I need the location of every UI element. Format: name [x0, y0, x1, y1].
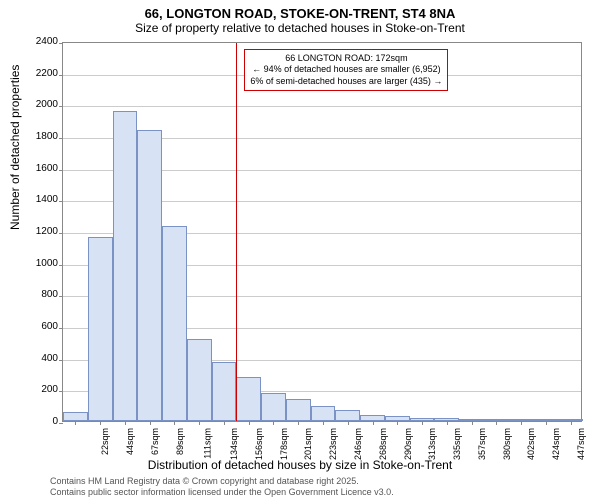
y-tick-label: 1600 — [18, 163, 58, 174]
x-tick-label: 201sqm — [304, 428, 314, 460]
y-tick-label: 2400 — [18, 36, 58, 47]
x-tick-label: 335sqm — [452, 428, 462, 460]
y-tick-label: 2200 — [18, 68, 58, 79]
y-tick-mark — [59, 423, 63, 424]
y-tick-mark — [59, 201, 63, 202]
y-tick-label: 1200 — [18, 226, 58, 237]
histogram-bar — [335, 410, 360, 421]
footnote-line2: Contains public sector information licen… — [50, 487, 394, 497]
y-tick-label: 200 — [18, 384, 58, 395]
y-tick-mark — [59, 328, 63, 329]
x-tick-label: 357sqm — [477, 428, 487, 460]
y-tick-mark — [59, 360, 63, 361]
y-tick-label: 1000 — [18, 258, 58, 269]
histogram-bar — [212, 362, 237, 421]
histogram-bar — [236, 377, 261, 421]
y-tick-mark — [59, 138, 63, 139]
x-tick-label: 290sqm — [403, 428, 413, 460]
x-tick-mark — [75, 421, 76, 425]
histogram-bar — [261, 393, 286, 421]
x-tick-label: 134sqm — [229, 428, 239, 460]
y-tick-mark — [59, 43, 63, 44]
histogram-bar — [286, 399, 311, 421]
y-tick-mark — [59, 75, 63, 76]
footnote: Contains HM Land Registry data © Crown c… — [50, 476, 394, 498]
histogram-bar — [137, 130, 162, 421]
reference-line — [236, 43, 237, 421]
x-tick-mark — [571, 421, 572, 425]
x-tick-mark — [298, 421, 299, 425]
x-tick-label: 268sqm — [378, 428, 388, 460]
x-tick-mark — [422, 421, 423, 425]
histogram-bar — [162, 226, 187, 421]
x-tick-mark — [125, 421, 126, 425]
x-tick-mark — [546, 421, 547, 425]
x-tick-label: 44sqm — [125, 428, 135, 455]
x-tick-mark — [174, 421, 175, 425]
y-tick-label: 2000 — [18, 99, 58, 110]
y-tick-mark — [59, 233, 63, 234]
x-tick-label: 402sqm — [526, 428, 536, 460]
x-tick-mark — [100, 421, 101, 425]
x-tick-label: 111sqm — [203, 428, 213, 459]
x-tick-label: 424sqm — [551, 428, 561, 460]
x-tick-mark — [373, 421, 374, 425]
x-axis-label: Distribution of detached houses by size … — [0, 458, 600, 472]
x-tick-mark — [199, 421, 200, 425]
plot-area: 66 LONGTON ROAD: 172sqm← 94% of detached… — [62, 42, 582, 422]
x-tick-label: 447sqm — [576, 428, 586, 460]
y-tick-label: 1400 — [18, 194, 58, 205]
x-tick-mark — [273, 421, 274, 425]
chart-title-main: 66, LONGTON ROAD, STOKE-ON-TRENT, ST4 8N… — [0, 0, 600, 21]
annotation-line: ← 94% of detached houses are smaller (6,… — [250, 64, 442, 75]
histogram-bar — [187, 339, 212, 421]
histogram-bar — [311, 406, 336, 421]
annotation-box: 66 LONGTON ROAD: 172sqm← 94% of detached… — [244, 49, 448, 91]
x-tick-label: 380sqm — [502, 428, 512, 460]
x-tick-mark — [397, 421, 398, 425]
footnote-line1: Contains HM Land Registry data © Crown c… — [50, 476, 359, 486]
x-tick-mark — [150, 421, 151, 425]
annotation-line: 6% of semi-detached houses are larger (4… — [250, 76, 442, 87]
x-tick-label: 67sqm — [150, 428, 160, 455]
x-tick-label: 313sqm — [427, 428, 437, 460]
x-tick-mark — [521, 421, 522, 425]
y-tick-label: 0 — [18, 416, 58, 427]
chart-title-sub: Size of property relative to detached ho… — [0, 21, 600, 39]
y-tick-mark — [59, 170, 63, 171]
y-tick-mark — [59, 296, 63, 297]
x-tick-label: 223sqm — [328, 428, 338, 460]
x-tick-mark — [249, 421, 250, 425]
y-tick-label: 1800 — [18, 131, 58, 142]
y-tick-label: 400 — [18, 353, 58, 364]
histogram-bar — [88, 237, 113, 421]
y-tick-mark — [59, 265, 63, 266]
x-tick-label: 156sqm — [254, 428, 264, 460]
x-tick-label: 178sqm — [279, 428, 289, 460]
x-tick-mark — [348, 421, 349, 425]
x-tick-mark — [447, 421, 448, 425]
gridline — [63, 106, 581, 107]
y-tick-label: 800 — [18, 289, 58, 300]
x-tick-mark — [323, 421, 324, 425]
x-tick-label: 22sqm — [100, 428, 110, 455]
x-tick-mark — [224, 421, 225, 425]
y-tick-mark — [59, 106, 63, 107]
histogram-bar — [63, 412, 88, 422]
annotation-line: 66 LONGTON ROAD: 172sqm — [250, 53, 442, 64]
y-tick-label: 600 — [18, 321, 58, 332]
x-tick-label: 89sqm — [175, 428, 185, 455]
x-tick-mark — [496, 421, 497, 425]
y-tick-mark — [59, 391, 63, 392]
chart-container: 66, LONGTON ROAD, STOKE-ON-TRENT, ST4 8N… — [0, 0, 600, 500]
histogram-bar — [113, 111, 138, 421]
x-tick-mark — [472, 421, 473, 425]
x-tick-label: 246sqm — [353, 428, 363, 460]
